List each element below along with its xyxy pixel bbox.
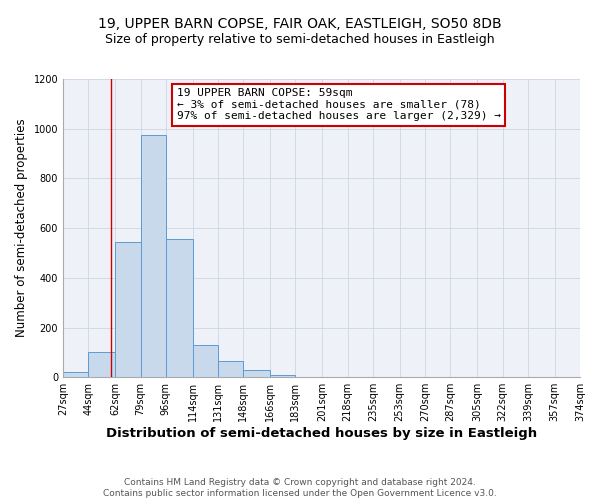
X-axis label: Distribution of semi-detached houses by size in Eastleigh: Distribution of semi-detached houses by … <box>106 427 537 440</box>
Bar <box>88 352 115 377</box>
Bar <box>63 372 88 377</box>
Bar <box>193 345 218 377</box>
Text: 19, UPPER BARN COPSE, FAIR OAK, EASTLEIGH, SO50 8DB: 19, UPPER BARN COPSE, FAIR OAK, EASTLEIG… <box>98 18 502 32</box>
Bar <box>270 374 295 377</box>
Text: Size of property relative to semi-detached houses in Eastleigh: Size of property relative to semi-detach… <box>105 32 495 46</box>
Bar <box>140 135 166 377</box>
Bar <box>115 242 140 377</box>
Text: Contains HM Land Registry data © Crown copyright and database right 2024.
Contai: Contains HM Land Registry data © Crown c… <box>103 478 497 498</box>
Y-axis label: Number of semi-detached properties: Number of semi-detached properties <box>15 119 28 338</box>
Bar <box>166 240 193 377</box>
Text: 19 UPPER BARN COPSE: 59sqm
← 3% of semi-detached houses are smaller (78)
97% of : 19 UPPER BARN COPSE: 59sqm ← 3% of semi-… <box>177 88 501 121</box>
Bar <box>218 361 244 377</box>
Bar <box>244 370 270 377</box>
